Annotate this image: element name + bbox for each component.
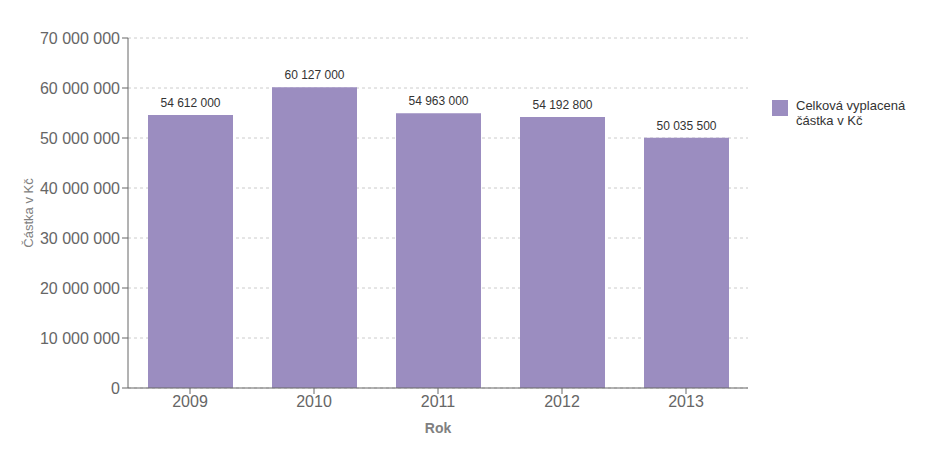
html-text:Celková vyplacená: Celková vyplacená	[796, 98, 906, 113]
svg-text:54 963 000: 54 963 000	[408, 94, 468, 108]
svg-text:20 000 000: 20 000 000	[40, 280, 120, 297]
svg-text:Částka v Kč: Částka v Kč	[21, 178, 36, 248]
svg-text:54 612 000: 54 612 000	[160, 96, 220, 110]
svg-text:Rok: Rok	[425, 420, 452, 436]
svg-text:60 000 000: 60 000 000	[40, 80, 120, 97]
svg-text:10 000 000: 10 000 000	[40, 330, 120, 347]
svg-text:2013: 2013	[668, 393, 704, 410]
svg-text:2011: 2011	[421, 393, 456, 410]
svg-text:50 035 500: 50 035 500	[656, 119, 716, 133]
svg-text:50 000 000: 50 000 000	[40, 130, 120, 147]
svg-text:2009: 2009	[172, 393, 208, 410]
html-text:částka v Kč: částka v Kč	[796, 113, 863, 128]
svg-text:30 000 000: 30 000 000	[40, 230, 120, 247]
svg-text:40 000 000: 40 000 000	[40, 180, 120, 197]
svg-text:54 192 800: 54 192 800	[532, 98, 592, 112]
svg-text:2012: 2012	[544, 393, 580, 410]
svg-text:2010: 2010	[296, 393, 332, 410]
svg-text:60 127 000: 60 127 000	[284, 68, 344, 82]
svg-text:70 000 000: 70 000 000	[40, 30, 120, 47]
svg-text:0: 0	[111, 380, 120, 397]
